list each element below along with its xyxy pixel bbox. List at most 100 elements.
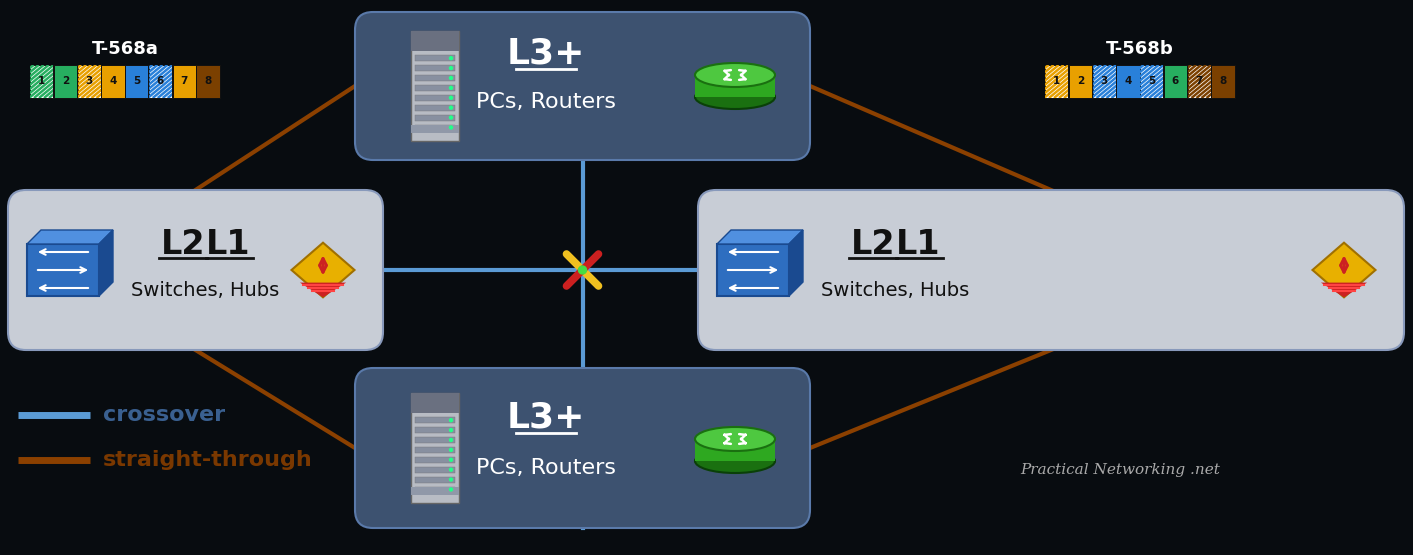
Bar xyxy=(415,427,455,433)
Bar xyxy=(716,244,788,296)
Bar xyxy=(1046,65,1068,98)
Text: 6: 6 xyxy=(1171,77,1178,87)
Circle shape xyxy=(449,428,452,432)
Text: 3: 3 xyxy=(86,77,93,87)
Bar xyxy=(1187,65,1211,98)
Bar xyxy=(411,31,459,141)
Text: 2: 2 xyxy=(1077,77,1084,87)
Circle shape xyxy=(449,96,452,99)
Bar xyxy=(415,65,455,71)
Text: 7: 7 xyxy=(181,77,188,87)
Text: Practical Networking .net: Practical Networking .net xyxy=(1020,463,1219,477)
Polygon shape xyxy=(27,230,113,244)
Circle shape xyxy=(449,77,452,79)
Text: T-568a: T-568a xyxy=(92,40,158,58)
Text: L2: L2 xyxy=(851,229,896,261)
Bar xyxy=(1187,65,1211,98)
Bar xyxy=(1140,65,1163,98)
Bar xyxy=(1092,65,1116,98)
Bar xyxy=(411,393,459,503)
Text: crossover: crossover xyxy=(103,405,225,425)
Polygon shape xyxy=(788,230,803,296)
Circle shape xyxy=(449,468,452,471)
Bar xyxy=(415,75,455,81)
Text: 2: 2 xyxy=(62,77,69,87)
Bar xyxy=(411,487,459,495)
Text: 3: 3 xyxy=(1101,77,1108,87)
Circle shape xyxy=(449,87,452,89)
Bar xyxy=(1140,65,1163,98)
Bar xyxy=(30,65,54,98)
Text: 5: 5 xyxy=(133,77,140,87)
Bar xyxy=(415,487,455,492)
Bar xyxy=(1116,65,1139,98)
Bar xyxy=(415,85,455,91)
Bar xyxy=(1211,65,1235,98)
Bar xyxy=(415,457,455,463)
Bar xyxy=(78,65,100,98)
Polygon shape xyxy=(1313,243,1375,297)
Bar xyxy=(124,65,148,98)
Bar xyxy=(54,65,76,98)
Bar xyxy=(415,477,455,483)
Text: 1: 1 xyxy=(38,77,45,87)
Polygon shape xyxy=(99,230,113,296)
Bar xyxy=(415,437,455,443)
Text: T-568b: T-568b xyxy=(1106,40,1174,58)
Text: 1: 1 xyxy=(1053,77,1060,87)
Circle shape xyxy=(449,448,452,451)
Text: PCs, Routers: PCs, Routers xyxy=(476,92,616,112)
Bar xyxy=(415,55,455,61)
Text: 7: 7 xyxy=(1195,77,1202,87)
Bar xyxy=(411,124,459,133)
Text: 8: 8 xyxy=(205,77,212,87)
Text: L2: L2 xyxy=(161,229,205,261)
Circle shape xyxy=(449,57,452,60)
Bar xyxy=(411,393,459,413)
Text: L1: L1 xyxy=(206,229,250,261)
Text: 4: 4 xyxy=(1125,77,1132,87)
Text: L3+: L3+ xyxy=(507,37,585,71)
Polygon shape xyxy=(1321,282,1368,297)
Bar xyxy=(411,31,459,51)
Bar xyxy=(415,124,455,130)
Bar xyxy=(415,105,455,111)
Bar xyxy=(415,95,455,101)
Bar xyxy=(415,467,455,473)
Circle shape xyxy=(449,458,452,461)
Text: L1: L1 xyxy=(896,229,940,261)
Circle shape xyxy=(449,478,452,481)
Circle shape xyxy=(449,67,452,69)
Ellipse shape xyxy=(695,85,774,109)
Text: 5: 5 xyxy=(1147,77,1156,87)
Polygon shape xyxy=(291,243,355,297)
Bar xyxy=(148,65,172,98)
Polygon shape xyxy=(300,282,346,297)
Circle shape xyxy=(578,266,586,274)
Bar xyxy=(415,447,455,453)
Text: 4: 4 xyxy=(109,77,116,87)
Bar xyxy=(1068,65,1092,98)
Circle shape xyxy=(449,418,452,422)
Ellipse shape xyxy=(695,449,774,473)
Circle shape xyxy=(449,106,452,109)
Circle shape xyxy=(449,126,452,129)
FancyBboxPatch shape xyxy=(698,190,1405,350)
Bar xyxy=(27,244,99,296)
Bar xyxy=(102,65,124,98)
FancyBboxPatch shape xyxy=(355,12,810,160)
Text: L3+: L3+ xyxy=(507,401,585,435)
Polygon shape xyxy=(716,230,803,244)
FancyBboxPatch shape xyxy=(695,75,774,97)
Bar xyxy=(1092,65,1116,98)
Text: 8: 8 xyxy=(1219,77,1226,87)
FancyBboxPatch shape xyxy=(695,439,774,461)
Circle shape xyxy=(449,438,452,441)
Text: 6: 6 xyxy=(157,77,164,87)
Bar xyxy=(196,65,219,98)
Circle shape xyxy=(449,116,452,119)
Bar xyxy=(415,114,455,120)
Text: Switches, Hubs: Switches, Hubs xyxy=(131,280,280,300)
Bar xyxy=(1164,65,1187,98)
Bar xyxy=(30,65,54,98)
